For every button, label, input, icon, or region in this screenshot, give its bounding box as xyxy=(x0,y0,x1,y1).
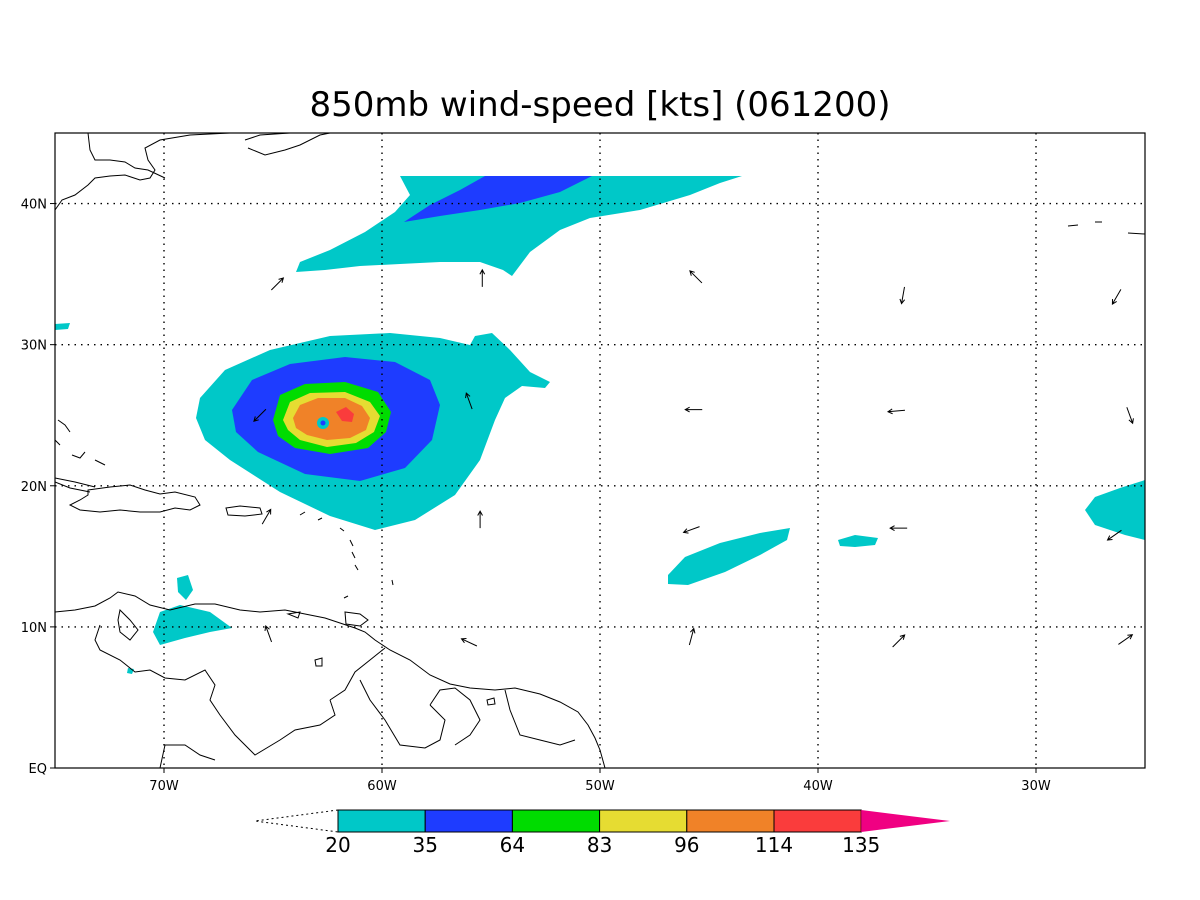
colorbar-swatch-2 xyxy=(511,809,601,833)
hurricane-114kt xyxy=(336,407,354,422)
coast-bahamas xyxy=(55,419,106,466)
colorbar-level-label: 20 xyxy=(325,833,350,857)
x-tick-label: 40W xyxy=(803,779,833,794)
x-axis: 70W 60W 50W 40W 30W xyxy=(149,768,1051,794)
coast-trinidad xyxy=(286,611,369,627)
coast-brazil-south xyxy=(159,744,216,768)
wind-vector-14 xyxy=(1106,529,1122,541)
colorbar-swatch-1 xyxy=(424,809,513,833)
plot-area xyxy=(55,133,1145,768)
y-tick-label: 40N xyxy=(21,198,47,213)
y-tick-label: EQ xyxy=(29,762,47,777)
wind-vector-17 xyxy=(688,627,696,646)
x-tick-label: 60W xyxy=(367,779,397,794)
colorbar-level-label: 114 xyxy=(755,833,793,857)
border-suriname xyxy=(429,687,576,746)
wind-vector-2 xyxy=(689,270,703,284)
x-tick-label: 70W xyxy=(149,779,179,794)
x-tick-label: 30W xyxy=(1021,779,1051,794)
coast-lake-maracaibo xyxy=(117,608,139,641)
y-axis: EQ 10N 20N 30N 40N xyxy=(21,198,55,777)
caribbean-patch-20kt-b xyxy=(177,575,193,600)
colorbar-under-triangle xyxy=(254,809,339,833)
colorbar-level-label: 96 xyxy=(674,833,699,857)
jet-streak-20kt xyxy=(296,176,742,276)
wind-vectors xyxy=(253,268,1134,648)
y-tick-label: 30N xyxy=(21,339,47,354)
coast-lesser-antilles xyxy=(299,511,394,599)
colorbar: 20 35 64 83 96 114 135 xyxy=(254,809,950,857)
wind-vector-19 xyxy=(1118,634,1134,645)
wind-vector-16 xyxy=(460,638,478,647)
colorbar-level-label: 83 xyxy=(587,833,612,857)
wind-vector-1 xyxy=(479,268,486,287)
colorbar-level-label: 135 xyxy=(842,833,880,857)
wind-vector-9 xyxy=(1126,407,1134,425)
coast-south-america xyxy=(55,591,606,768)
wind-vector-7 xyxy=(684,406,703,413)
border-guyana xyxy=(329,647,446,749)
wind-vector-3 xyxy=(899,286,906,305)
wind-vector-11 xyxy=(477,510,483,529)
coast-puerto-rico xyxy=(225,505,263,517)
wind-vector-10 xyxy=(261,508,272,525)
hurricane-96kt xyxy=(293,398,370,440)
coast-hispaniola xyxy=(68,484,201,513)
colorbar-swatch-3 xyxy=(599,809,688,833)
colorbar-over-triangle xyxy=(861,810,950,832)
colorbar-swatch-0 xyxy=(337,809,426,833)
caribbean-patch-20kt-a xyxy=(153,605,232,645)
west-edge-patch-20kt xyxy=(55,323,70,330)
wind-vector-12 xyxy=(682,526,700,534)
wind-vector-6 xyxy=(465,392,473,410)
coastlines xyxy=(55,133,1145,768)
coast-new-england xyxy=(87,133,166,179)
coast-small-isles xyxy=(314,221,1145,706)
map-title: 850mb wind-speed [kts] (061200) xyxy=(310,85,891,125)
x-tick-label: 50W xyxy=(585,779,615,794)
colorbar-swatch-4 xyxy=(686,809,775,833)
tropical-patch-20kt-c xyxy=(1085,480,1145,540)
hurricane-eye-center xyxy=(320,420,326,426)
wind-vector-0 xyxy=(270,277,285,291)
colorbar-swatch-5 xyxy=(773,809,862,833)
wind-vector-5 xyxy=(253,408,267,422)
wind-vector-13 xyxy=(889,525,908,531)
wind-vector-4 xyxy=(1111,289,1122,305)
wind-speed-shading xyxy=(55,176,1145,674)
wind-vector-15 xyxy=(264,624,273,643)
tropical-patch-20kt-b xyxy=(838,535,878,547)
y-tick-label: 20N xyxy=(21,480,47,495)
coast-north-america xyxy=(55,133,331,211)
jet-streak-35kt xyxy=(404,176,592,222)
wind-vector-8 xyxy=(886,408,905,415)
border-venezuela-colombia xyxy=(94,624,336,756)
colorbar-level-label: 35 xyxy=(412,833,437,857)
tropical-patch-20kt-a xyxy=(668,528,790,585)
colorbar-level-label: 64 xyxy=(500,833,525,857)
y-tick-label: 10N xyxy=(21,621,47,636)
wind-vector-18 xyxy=(892,634,906,648)
